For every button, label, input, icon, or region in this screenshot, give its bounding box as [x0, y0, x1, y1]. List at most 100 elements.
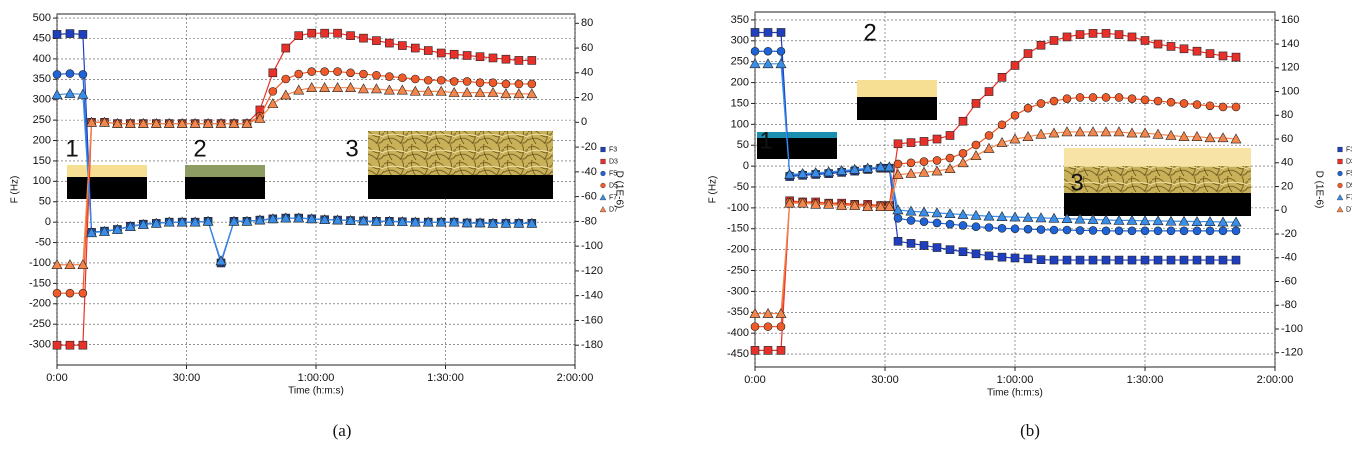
- data-point: [1089, 256, 1097, 264]
- y-tick-label: 100: [33, 175, 51, 187]
- data-point: [764, 28, 772, 36]
- data-point: [1167, 256, 1175, 264]
- data-point: [920, 241, 928, 249]
- x-tick-label: 1:00:00: [997, 374, 1034, 386]
- data-point: [764, 323, 772, 331]
- data-point: [66, 30, 74, 38]
- y2-tick-label: 20: [1281, 180, 1293, 192]
- data-point: [894, 160, 902, 168]
- y-tick-label: -100: [727, 202, 749, 214]
- data-point: [985, 252, 993, 260]
- y2-tick-label: -60: [581, 191, 597, 203]
- legend-marker: [1338, 159, 1343, 164]
- data-point: [1089, 226, 1097, 234]
- data-point: [347, 69, 355, 77]
- data-point: [959, 149, 967, 157]
- legend-marker: [1337, 207, 1343, 212]
- x-tick-label: 0:00: [46, 372, 67, 384]
- data-point: [1180, 45, 1188, 53]
- y2-tick-label: -180: [581, 339, 603, 351]
- data-point: [66, 70, 74, 78]
- data-point: [347, 32, 355, 40]
- legend-label: D3: [1346, 158, 1352, 165]
- data-point: [308, 68, 316, 76]
- legend-marker: [1337, 195, 1343, 200]
- y-tick-label: 400: [33, 53, 51, 65]
- data-point: [53, 341, 61, 349]
- data-point: [437, 49, 445, 57]
- chart-panel: 350300250200150100500-50-100-150-200-250…: [708, 12, 1352, 440]
- x-tick-label: 1:00:00: [298, 372, 335, 384]
- chart-panel: 500450400350300250200150100500-50-100-15…: [10, 12, 625, 440]
- data-point: [946, 220, 954, 228]
- x-tick-label: 2:00:00: [1257, 374, 1294, 386]
- data-point: [920, 158, 928, 166]
- y-tick-label: 0: [45, 216, 51, 228]
- data-point: [476, 53, 484, 61]
- data-point: [79, 341, 87, 349]
- data-point: [959, 221, 967, 229]
- y2-tick-label: 80: [581, 17, 593, 29]
- inset-layer: [185, 165, 265, 177]
- annotation: 2: [193, 135, 206, 162]
- data-point: [1141, 36, 1149, 44]
- data-point: [528, 56, 536, 64]
- y2-tick-label: 40: [581, 67, 593, 79]
- data-point: [764, 346, 772, 354]
- data-point: [1154, 40, 1162, 48]
- data-point: [1037, 256, 1045, 264]
- data-point: [920, 137, 928, 145]
- y-axis-label: F (Hz): [708, 176, 719, 204]
- data-point: [946, 246, 954, 254]
- y2-tick-label: -120: [1281, 347, 1303, 359]
- data-point: [751, 323, 759, 331]
- data-point: [1232, 256, 1240, 264]
- data-point: [1102, 256, 1110, 264]
- legend-marker: [1338, 147, 1343, 152]
- data-point: [1063, 256, 1071, 264]
- data-point: [372, 37, 380, 45]
- data-point: [308, 29, 316, 37]
- data-point: [1219, 227, 1227, 235]
- data-point: [1193, 227, 1201, 235]
- y-tick-label: 100: [731, 118, 749, 130]
- y2-tick-label: 140: [1281, 38, 1299, 50]
- data-point: [1193, 256, 1201, 264]
- data-point: [463, 77, 471, 85]
- y-tick-label: -50: [35, 236, 51, 248]
- data-point: [764, 47, 772, 55]
- legend-label: F7: [1346, 194, 1352, 201]
- y2-tick-label: -100: [1281, 323, 1303, 335]
- data-point: [1232, 103, 1240, 111]
- data-point: [66, 341, 74, 349]
- y-tick-label: 50: [737, 139, 749, 151]
- data-point: [933, 244, 941, 252]
- y-tick-label: -200: [29, 298, 51, 310]
- data-point: [321, 29, 329, 37]
- x-tick-label: 1:30:00: [427, 372, 464, 384]
- data-point: [1128, 227, 1136, 235]
- data-point: [1232, 227, 1240, 235]
- data-point: [1180, 99, 1188, 107]
- data-point: [66, 289, 74, 297]
- data-point: [398, 74, 406, 82]
- data-point: [1193, 47, 1201, 55]
- x-tick-label: 2:00:00: [557, 372, 594, 384]
- data-point: [282, 44, 290, 52]
- data-point: [1206, 102, 1214, 110]
- data-point: [1154, 97, 1162, 105]
- data-point: [1076, 256, 1084, 264]
- data-point: [959, 117, 967, 125]
- data-point: [1206, 50, 1214, 58]
- data-point: [1063, 226, 1071, 234]
- inset-substrate: [368, 175, 553, 199]
- data-point: [972, 223, 980, 231]
- data-point: [1167, 98, 1175, 106]
- data-point: [1193, 101, 1201, 109]
- legend-label: F5: [609, 170, 617, 177]
- data-point: [450, 50, 458, 58]
- data-point: [450, 77, 458, 85]
- legend-marker: [600, 207, 606, 212]
- data-point: [269, 69, 277, 77]
- data-point: [1206, 256, 1214, 264]
